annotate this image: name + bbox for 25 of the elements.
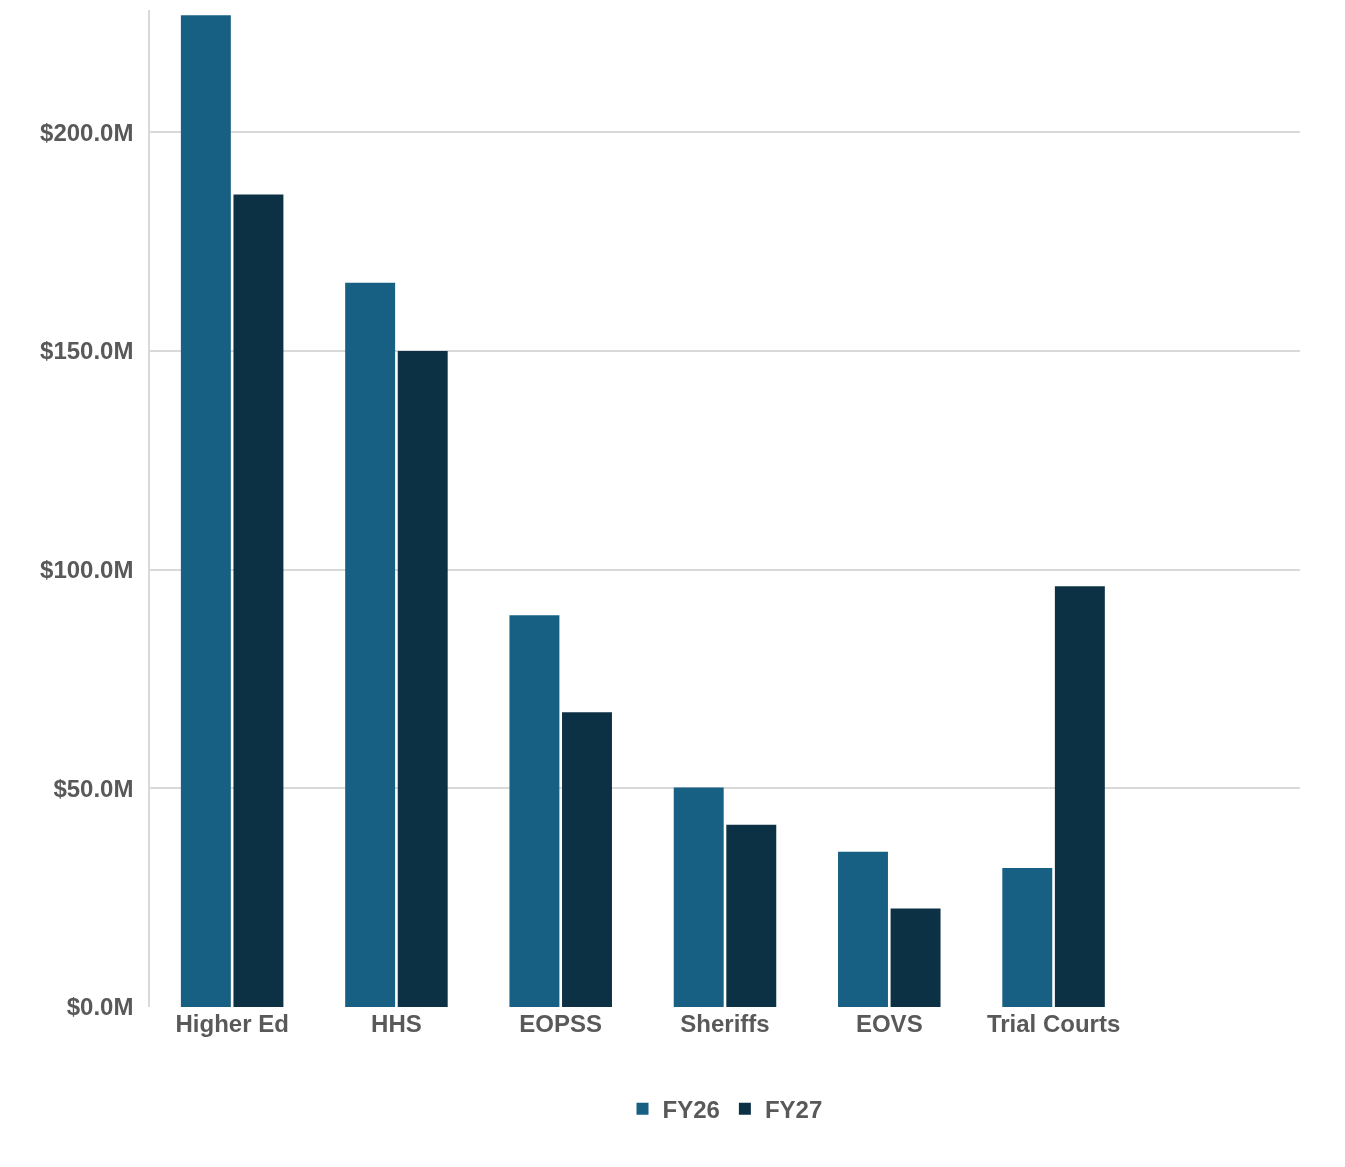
- x-tick-label: Sheriffs: [680, 1010, 770, 1037]
- bar: [838, 851, 888, 1007]
- bar: [1054, 586, 1105, 1007]
- y-tick-label: $150.0M: [40, 337, 134, 365]
- legend-label: FY27: [764, 1096, 823, 1124]
- x-tick-label: EOPSS: [519, 1010, 603, 1037]
- x-tick-label: EOVS: [855, 1010, 923, 1037]
- bar: [726, 824, 777, 1007]
- bar: [397, 351, 448, 1007]
- x-tick-label: HHS: [371, 1010, 422, 1037]
- y-tick-label: $100.0M: [40, 556, 134, 584]
- bar: [509, 615, 560, 1007]
- bar: [1002, 867, 1053, 1007]
- bar: [233, 194, 284, 1007]
- bar: [345, 282, 396, 1007]
- bar: [673, 787, 724, 1007]
- bar: [890, 908, 941, 1007]
- bar: [562, 712, 612, 1007]
- y-tick-label: $50.0M: [53, 774, 134, 802]
- x-tick-label: Trial Courts: [986, 1010, 1121, 1037]
- x-tick-label: Higher Ed: [175, 1010, 289, 1037]
- legend-label: FY26: [662, 1096, 720, 1124]
- y-tick-label: $0.0M: [66, 993, 134, 1021]
- y-tick-label: $200.0M: [40, 118, 134, 146]
- bar: [180, 15, 231, 1007]
